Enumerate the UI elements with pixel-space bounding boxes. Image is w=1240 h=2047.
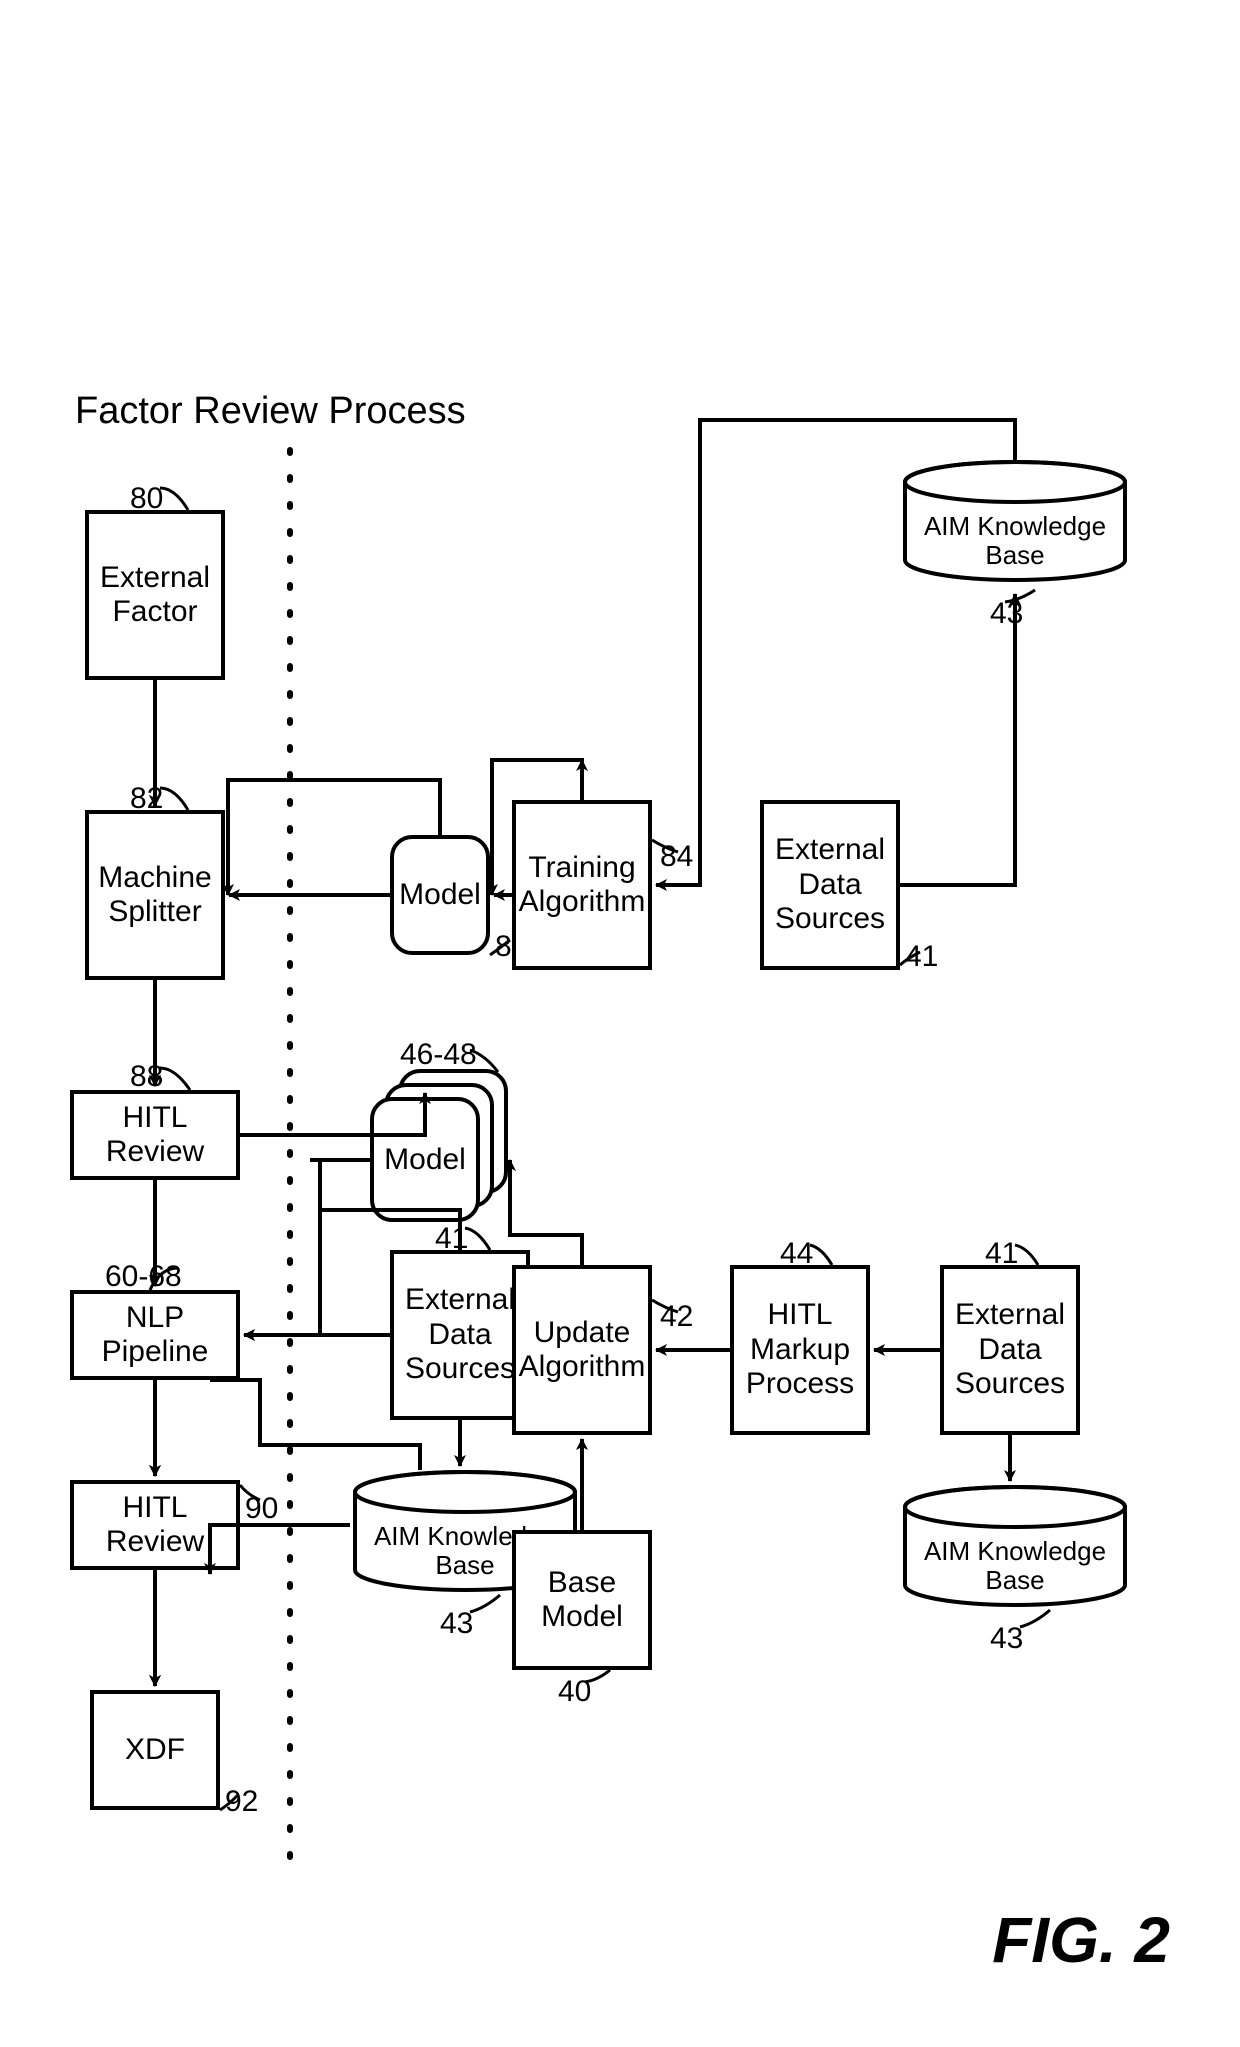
cyl-label: AIM Knowledge Base xyxy=(900,512,1130,569)
figure-label: FIG. 2 xyxy=(992,1903,1170,1977)
box-xdf: XDF xyxy=(90,1690,220,1810)
ref-43-top: 43 xyxy=(440,1607,473,1641)
box-training-alg: TrainingAlgorithm xyxy=(512,800,652,970)
box-machine-splitter: MachineSplitter xyxy=(85,810,225,980)
box-ext-ds-lowerleft: ExternalDataSources xyxy=(760,800,900,970)
box-update-alg: UpdateAlgorithm xyxy=(512,1265,652,1435)
ref-90: 90 xyxy=(245,1492,278,1526)
box-label: HITL Review xyxy=(80,1491,230,1560)
diagram-title: Factor Review Process xyxy=(75,390,466,433)
box-ext-ds-bot: ExternalDataSources xyxy=(940,1265,1080,1435)
box-hitl-review-1: HITL Review xyxy=(70,1090,240,1180)
ref-80: 80 xyxy=(130,482,163,516)
box-label: ExternalDataSources xyxy=(405,1283,515,1387)
box-label: NLP Pipeline xyxy=(80,1301,230,1370)
diagram-canvas: Factor Review Process ExternalFactor 80 … xyxy=(0,0,1240,2047)
box-label: HITLMarkupProcess xyxy=(746,1298,854,1402)
ref-88: 88 xyxy=(130,1060,163,1094)
box-label: UpdateAlgorithm xyxy=(519,1316,646,1385)
ref-42: 42 xyxy=(660,1300,693,1334)
ref-43-left: 43 xyxy=(990,597,1023,631)
rbox-model-left: Model xyxy=(390,835,490,955)
ref-46-48: 46-48 xyxy=(400,1038,477,1072)
cyl-kb-left: AIM Knowledge Base xyxy=(900,460,1130,590)
ref-60-68: 60-68 xyxy=(105,1260,182,1294)
box-label: HITL Review xyxy=(80,1101,230,1170)
box-label: Model xyxy=(399,878,481,912)
ref-43-right: 43 xyxy=(990,1622,1023,1656)
ref-40: 40 xyxy=(558,1675,591,1709)
ref-44: 44 xyxy=(780,1237,813,1271)
ref-84: 84 xyxy=(660,840,693,874)
rbox-model-stack-1: Model xyxy=(370,1097,480,1222)
ref-41-bot: 41 xyxy=(985,1237,1018,1271)
ref-82: 82 xyxy=(130,782,163,816)
box-label: TrainingAlgorithm xyxy=(519,851,646,920)
cyl-label: AIM Knowledge Base xyxy=(900,1537,1130,1594)
box-label: ExternalDataSources xyxy=(955,1298,1065,1402)
ref-92: 92 xyxy=(225,1785,258,1819)
box-nlp-pipeline: NLP Pipeline xyxy=(70,1290,240,1380)
cyl-kb-right: AIM Knowledge Base xyxy=(900,1485,1130,1615)
box-label: BaseModel xyxy=(541,1566,623,1635)
box-label: ExternalDataSources xyxy=(775,833,885,937)
box-hitl-markup: HITLMarkupProcess xyxy=(730,1265,870,1435)
box-label: ExternalFactor xyxy=(100,561,210,630)
box-label: Model xyxy=(384,1143,466,1177)
ref-41-lowerleft: 41 xyxy=(905,940,938,974)
box-ext-ds-top: ExternalDataSources xyxy=(390,1250,530,1420)
ref-41-top: 41 xyxy=(435,1222,468,1256)
box-base-model: BaseModel xyxy=(512,1530,652,1670)
box-label: MachineSplitter xyxy=(98,861,211,930)
box-label: XDF xyxy=(125,1733,185,1768)
box-hitl-review-2: HITL Review xyxy=(70,1480,240,1570)
box-external-factor: ExternalFactor xyxy=(85,510,225,680)
